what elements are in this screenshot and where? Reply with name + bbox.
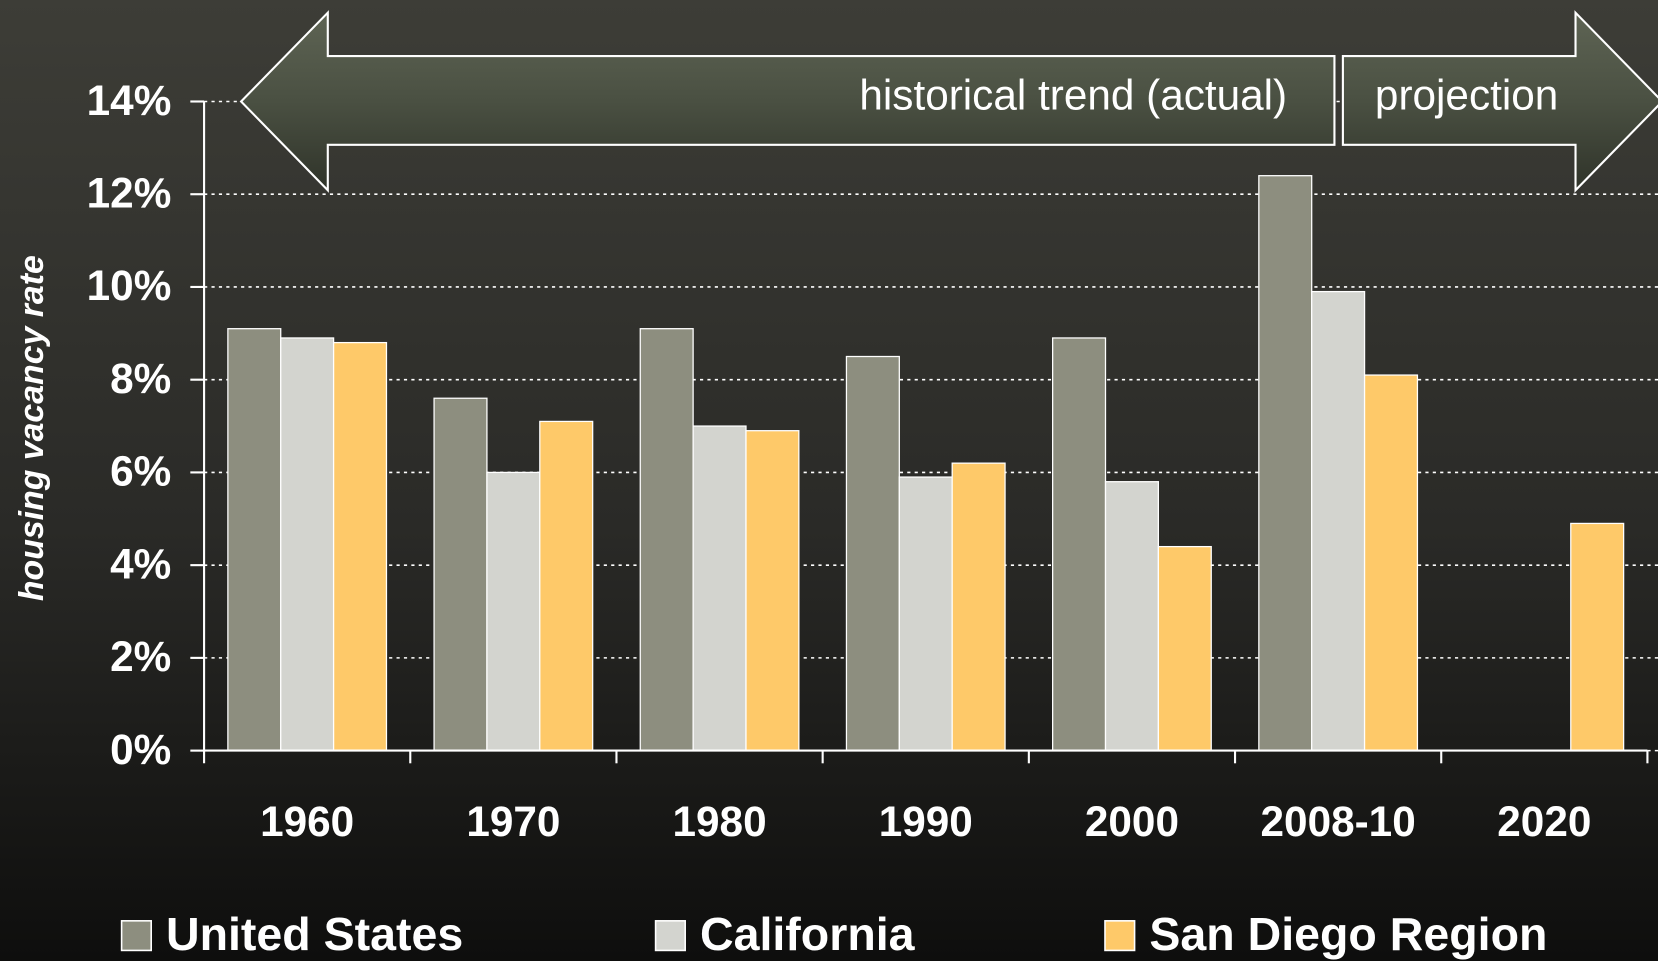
x-tick-label: 1970 — [466, 798, 560, 845]
y-tick-label: 12% — [87, 170, 172, 217]
legend-label: California — [700, 908, 916, 960]
x-tick-label: 1980 — [673, 798, 767, 845]
legend-swatch — [1104, 920, 1136, 952]
y-tick-label: 8% — [110, 355, 171, 402]
annotation: projection — [1375, 71, 1558, 118]
bar — [639, 328, 694, 752]
bar — [433, 397, 488, 752]
y-axis-label: housing vacancy rate — [13, 255, 51, 601]
bar — [280, 337, 335, 752]
legend-swatch — [654, 920, 686, 952]
x-tick-label: 1990 — [879, 798, 973, 845]
legend-label: United States — [166, 908, 463, 960]
y-tick-label: 0% — [110, 726, 171, 773]
x-tick-label: 2008-10 — [1261, 798, 1416, 845]
y-tick-label: 10% — [87, 262, 172, 309]
bar — [951, 462, 1006, 752]
bar — [845, 355, 900, 752]
history-arrow — [239, 10, 1336, 193]
projection-arrow — [1341, 10, 1658, 193]
bar — [1157, 545, 1212, 752]
bar — [745, 430, 800, 752]
x-tick-label: 2020 — [1497, 798, 1591, 845]
y-tick-label: 2% — [110, 633, 171, 680]
bar — [539, 420, 594, 752]
bar — [486, 471, 541, 752]
y-tick-label: 6% — [110, 448, 171, 495]
bar — [332, 341, 388, 752]
legend-swatch — [120, 920, 153, 952]
bar — [1104, 481, 1160, 752]
bar — [692, 425, 747, 752]
bar — [1311, 290, 1366, 752]
bar — [1570, 522, 1625, 752]
x-tick-label: 2000 — [1085, 798, 1179, 845]
bar — [1363, 374, 1419, 752]
bar — [1052, 337, 1107, 752]
bar — [898, 476, 953, 752]
x-tick-label: 1960 — [260, 798, 354, 845]
annotation: historical trend (actual) — [859, 71, 1287, 118]
legend-label: San Diego Region — [1149, 908, 1547, 960]
y-tick-label: 14% — [87, 77, 172, 124]
y-tick-label: 4% — [110, 540, 171, 587]
bar — [227, 328, 282, 752]
bar — [1258, 175, 1313, 752]
